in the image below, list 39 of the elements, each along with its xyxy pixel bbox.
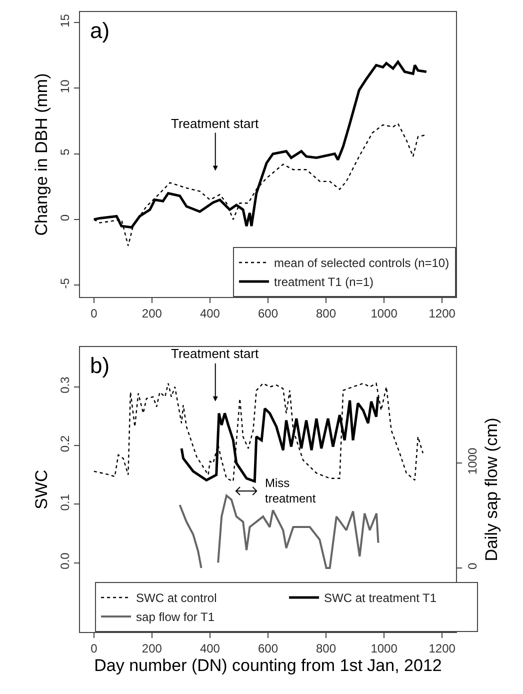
y-tick-label: 15 [58, 14, 72, 28]
y-tick-label: 0.2 [58, 435, 72, 452]
x-tick-label: 1000 [370, 641, 398, 656]
annotation: Miss treatment [265, 476, 316, 506]
x-tick-label: 800 [316, 641, 336, 656]
x-tick-label: 0 [90, 641, 98, 656]
x-tick-label: 600 [258, 306, 278, 320]
x-tick-label: 600 [258, 641, 278, 656]
x-tick-label: 200 [142, 641, 162, 656]
y2-tick-label: 0 [465, 562, 480, 570]
y2-axis-title: Daily sap flow (cm) [482, 418, 501, 562]
legend-label: treatment T1 (n=1) [274, 275, 374, 290]
x-tick-label: 1200 [428, 306, 456, 320]
x-tick-label: 1000 [370, 306, 398, 320]
x-tick-label: 0 [90, 306, 98, 320]
y-tick-label: 5 [58, 148, 72, 156]
y-tick-label: 0.3 [58, 376, 72, 394]
annotation: b) [90, 353, 110, 378]
legend-label: mean of selected controls (n=10) [274, 256, 450, 270]
annotation: Treatment start [171, 346, 260, 361]
y-axis-title: Change in DBH (mm) [32, 73, 51, 236]
x-tick-label: 1200 [428, 641, 456, 656]
y-tick-label: 0.1 [58, 494, 72, 511]
legend-label: SWC at treatment T1 [324, 591, 437, 606]
annotation: a) [90, 18, 110, 43]
y-tick-label: 10 [58, 79, 72, 94]
x-tick-label: 800 [316, 306, 336, 320]
x-tick-label: 400 [200, 306, 220, 320]
y-tick-label: 0 [58, 214, 72, 222]
x-tick-label: 200 [142, 306, 162, 320]
annotation: Treatment start [171, 116, 260, 131]
y2-tick-label: 1000 [465, 448, 480, 475]
y-tick-label: 0.0 [58, 552, 72, 570]
legend-label: SWC at control [136, 591, 217, 606]
x-axis-title: Day number (DN) counting from 1st Jan, 2012 [94, 656, 442, 675]
y-axis-title: SWC [32, 470, 51, 510]
legend-label: sap flow for T1 [136, 610, 215, 624]
x-tick-label: 400 [200, 641, 220, 656]
y-tick-label: -5 [58, 278, 72, 289]
